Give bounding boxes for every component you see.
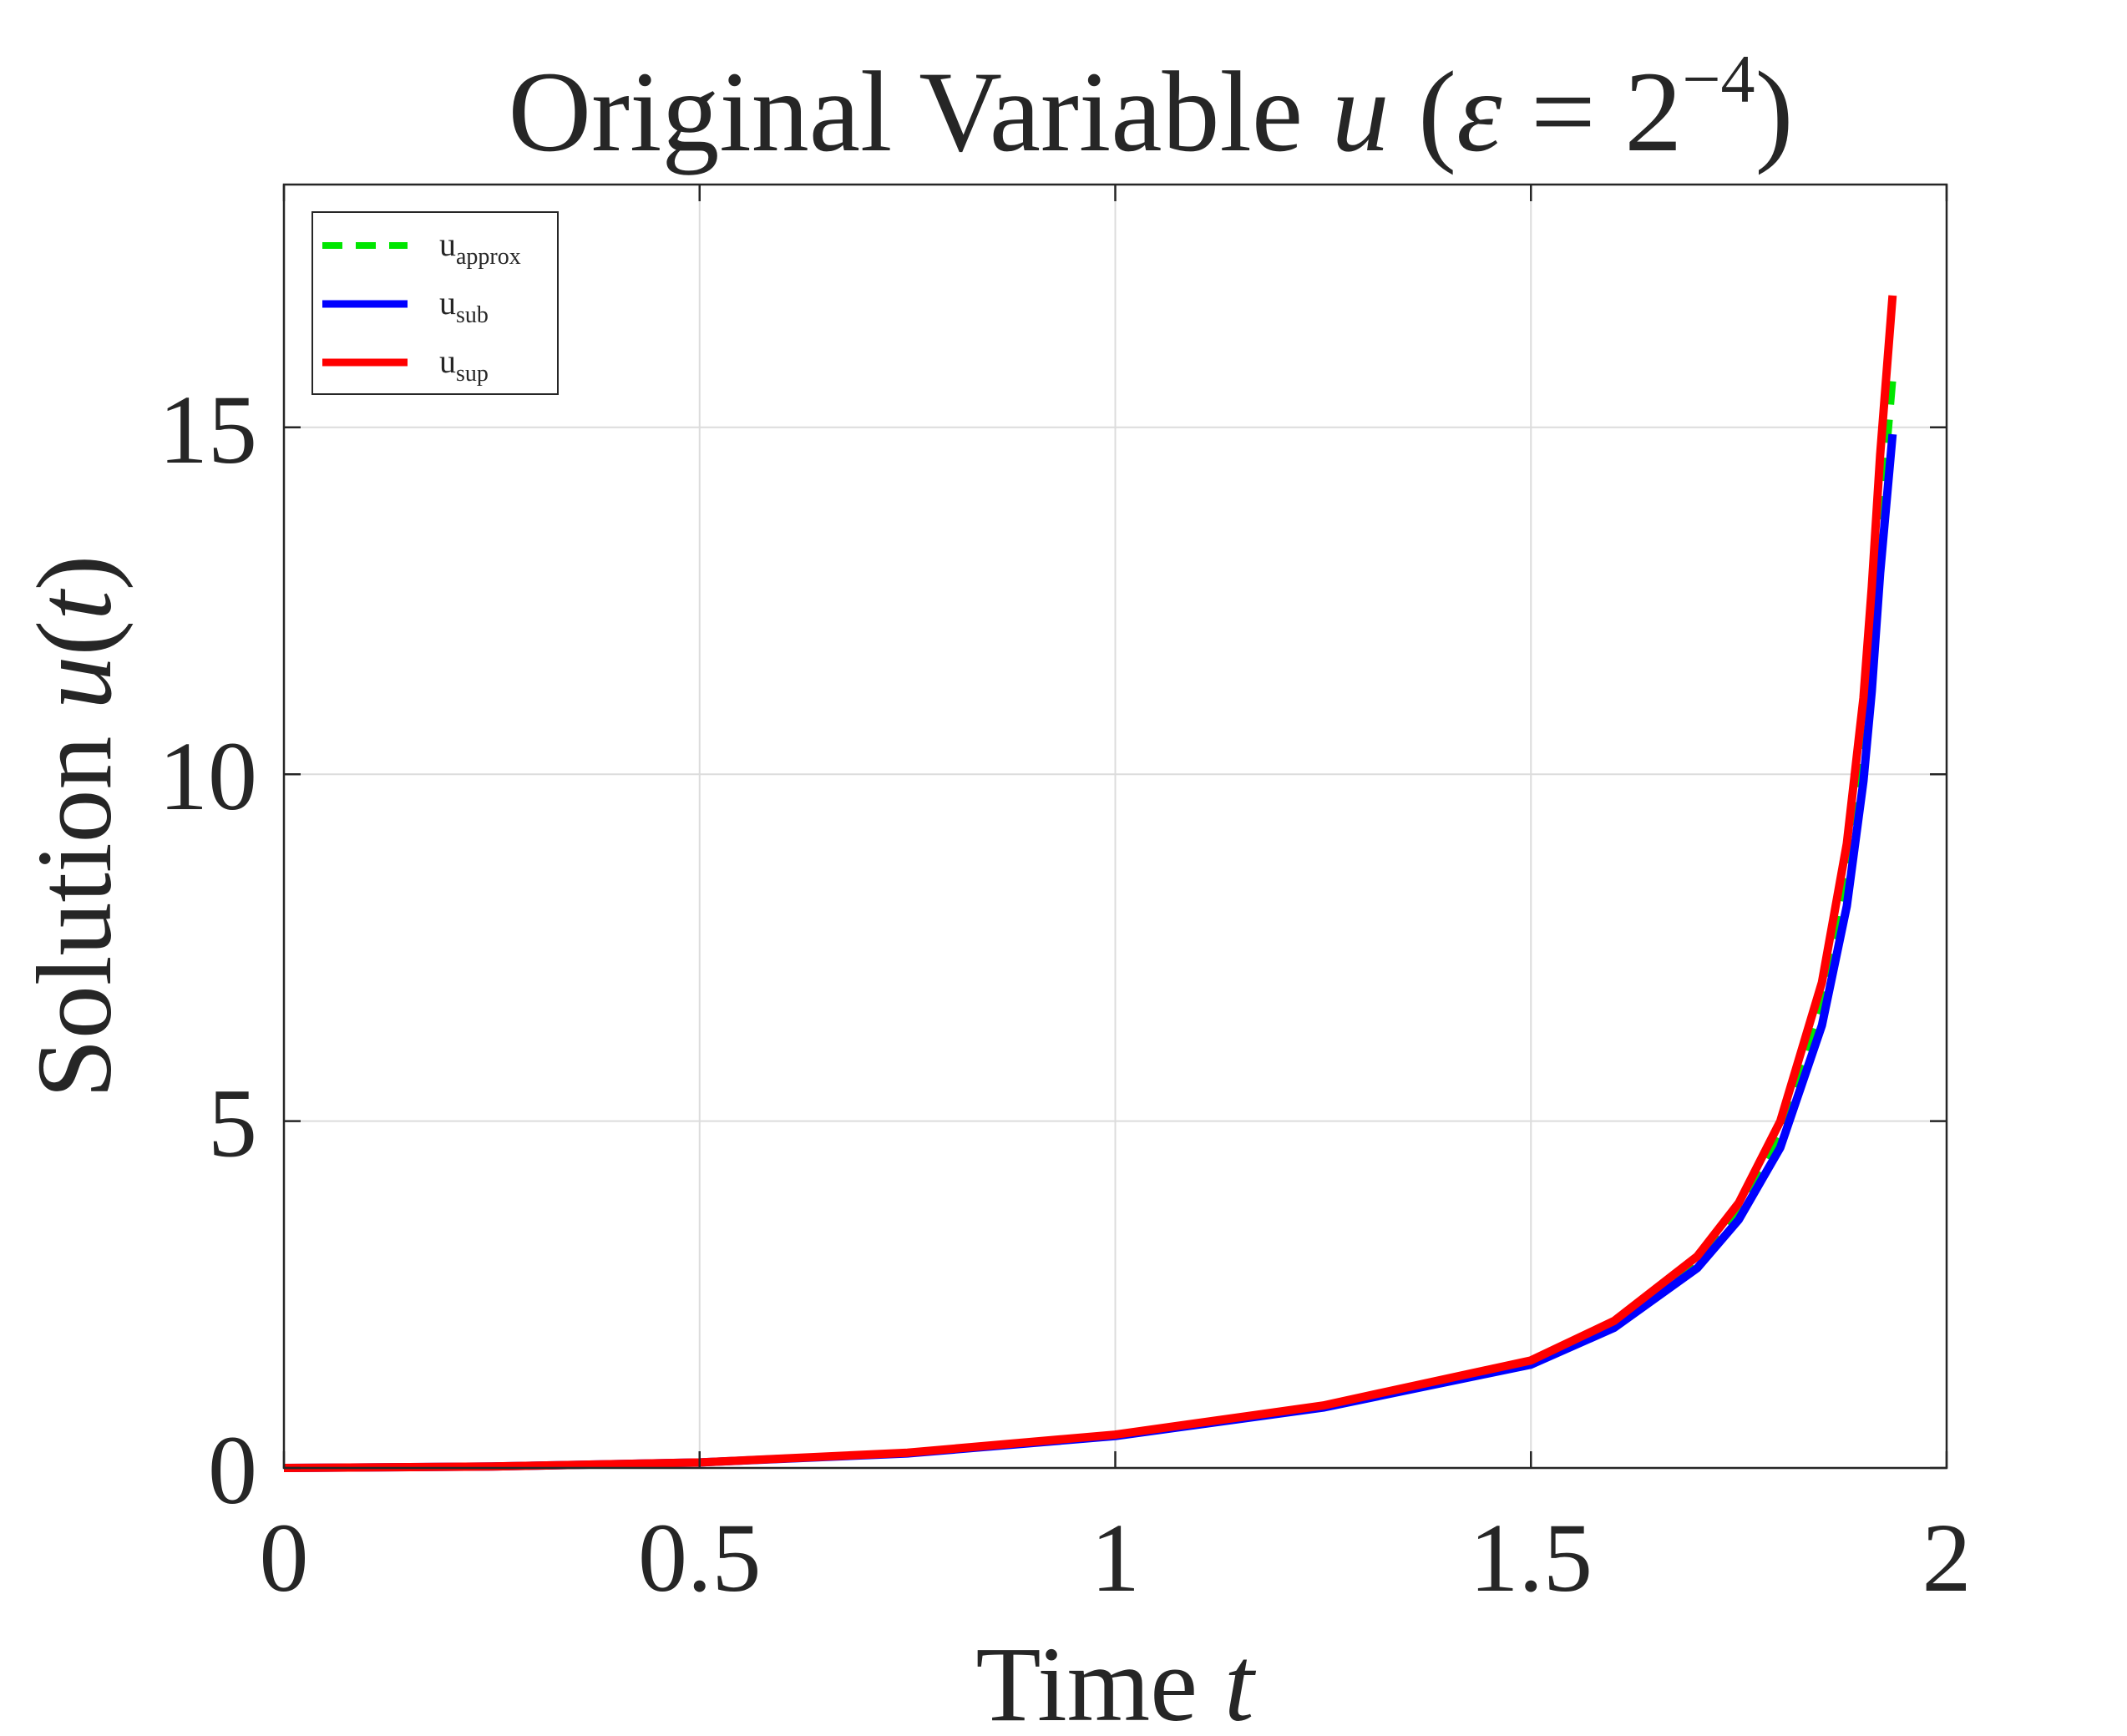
x-tick-label: 1.5: [1470, 1503, 1593, 1612]
x-tick-label: 0.5: [638, 1503, 762, 1612]
title-close: ): [1755, 48, 1794, 175]
title-eps: ε: [1456, 48, 1502, 175]
y-tick-label: 15: [159, 375, 257, 484]
x-tick-label: 0: [260, 1503, 309, 1612]
y-label-text: Solution: [15, 709, 134, 1098]
y-label-paren-close: ): [15, 555, 134, 591]
series-line-sup: [283, 295, 1897, 1472]
chart-title: Original Variable u (ε = 2−4): [508, 41, 1793, 175]
legend-label-base: u: [439, 342, 456, 380]
y-axis-label: Solution u(t): [15, 555, 134, 1099]
legend-label-approx: uapprox: [439, 225, 521, 270]
x-label-var: t: [1224, 1625, 1257, 1736]
title-open: (: [1390, 48, 1456, 175]
legend-label-sub: approx: [456, 244, 521, 270]
x-tick-labels: 0 0.5 1 1.5 2: [260, 1503, 1972, 1612]
title-var: u: [1332, 48, 1390, 175]
legend-label-base: u: [439, 284, 456, 321]
y-tick-label: 10: [159, 721, 257, 831]
legend-label-sub: sub: [456, 302, 489, 328]
x-tick-label: 1: [1091, 1503, 1140, 1612]
legend-label-base: u: [439, 225, 456, 263]
x-tick-label: 2: [1922, 1503, 1972, 1612]
legend-label-sub: sup: [456, 361, 489, 387]
title-sup: −4: [1682, 41, 1755, 117]
y-tick-label: 5: [208, 1069, 257, 1178]
y-tick-labels: 0 5 10 15: [159, 375, 257, 1525]
series-line-sub: [283, 433, 1897, 1472]
y-tick-label: 0: [208, 1415, 257, 1525]
ticks: [282, 185, 1948, 1470]
y-label-var: u: [15, 655, 134, 709]
legend-label-sup: usup: [439, 342, 489, 387]
x-label-text: Time: [975, 1625, 1224, 1736]
title-prefix: Original Variable: [508, 48, 1331, 175]
title-eq: = 2: [1502, 48, 1682, 175]
y-label-paren-open: (: [15, 620, 134, 656]
series-layer: [283, 295, 1897, 1472]
grid: [284, 185, 1947, 1468]
legend-label-sub: usub: [439, 284, 489, 328]
y-label-arg: t: [15, 588, 134, 620]
x-axis-label: Time t: [975, 1625, 1257, 1736]
